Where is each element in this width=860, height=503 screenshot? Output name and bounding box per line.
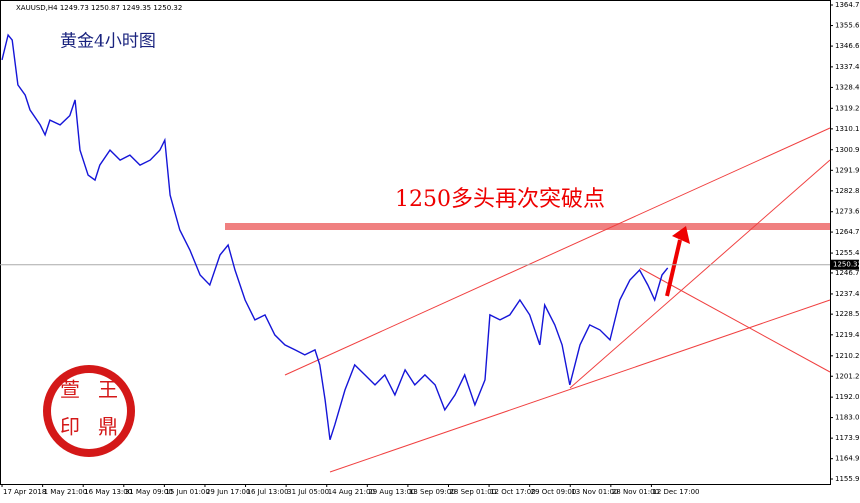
- seal-char: 王: [98, 378, 118, 402]
- x-tick-label: 15 Jun 01:00: [165, 488, 209, 496]
- x-tick-label: 16 May 13:00: [84, 488, 132, 496]
- x-tick-label: 12 Oct 17:00: [490, 488, 536, 496]
- y-tick-label: 1319.20: [835, 104, 860, 112]
- x-tick-label: 29 Jun 17:00: [206, 488, 250, 496]
- y-tick-label: 1246.70: [835, 269, 860, 277]
- y-tick-label: 1219.45: [835, 331, 860, 339]
- support-line: [569, 159, 831, 389]
- x-tick-label: 16 Jul 13:00: [247, 488, 289, 496]
- x-tick-label: 31 Jul 05:00: [287, 488, 329, 496]
- trend-lines: [284, 127, 831, 473]
- annotation: 1250多头再次突破点: [395, 187, 605, 212]
- arrow: [665, 239, 682, 297]
- seal-inner: [51, 373, 127, 449]
- x-tick-label: 29 Aug 13:00: [368, 488, 415, 496]
- y-tick-label: 1201.20: [835, 372, 860, 380]
- y-tick-label: 1346.60: [835, 42, 860, 50]
- x-tick-label: 12 Dec 17:00: [652, 488, 699, 496]
- plot-frame: [0, 0, 831, 485]
- y-tick-label: 1300.95: [835, 146, 860, 154]
- x-tick-label: 17 Apr 2018: [3, 488, 46, 496]
- seal-char: 萱: [60, 378, 80, 402]
- seal-char: 鼎: [98, 415, 118, 439]
- subtitle: 黄金4小时图: [60, 32, 156, 52]
- x-tick-label: 31 May 09:00: [125, 488, 173, 496]
- y-tick-label: 1355.65: [835, 22, 860, 30]
- x-tick-label: 14 Aug 21:00: [328, 488, 375, 496]
- arrow-head: [672, 226, 690, 244]
- y-tick-label: 1255.45: [835, 249, 860, 257]
- y-tick-label: 1282.85: [835, 187, 860, 195]
- y-tick-label: 1228.55: [835, 310, 860, 318]
- x-tick-label: 29 Oct 09:00: [531, 488, 577, 496]
- seal-char: 印: [60, 415, 80, 439]
- y-tick-label: 1173.95: [835, 434, 860, 442]
- y-tick-label: 1237.45: [835, 290, 860, 298]
- price-tag-label: 1250.32: [833, 261, 860, 269]
- y-tick-label: 1337.45: [835, 63, 860, 71]
- price-line-series: [1, 33, 669, 441]
- y-tick-label: 1164.90: [835, 455, 860, 463]
- channel-top: [284, 127, 831, 376]
- price-tag: [831, 259, 859, 270]
- y-tick-label: 1264.70: [835, 228, 860, 236]
- resistance-band: [225, 223, 830, 230]
- y-tick-label: 1210.20: [835, 352, 860, 360]
- y-tick-label: 1328.40: [835, 83, 860, 91]
- y-tick-label: 1183.00: [835, 414, 860, 422]
- y-tick-label: 1364.70: [835, 1, 860, 9]
- channel-bottom: [329, 299, 831, 473]
- y-tick-label: 1310.15: [835, 125, 860, 133]
- chart-title: XAUUSD,H4 1249.73 1250.87 1249.35 1250.3…: [16, 4, 182, 12]
- x-tick-label: 28 Nov 01:00: [612, 488, 659, 496]
- y-tick-label: 1155.95: [835, 475, 860, 483]
- x-tick-label: 28 Sep 01:00: [449, 488, 496, 496]
- fan-line: [639, 267, 831, 373]
- y-tick-label: 1291.90: [835, 166, 860, 174]
- seal: 萱 王 印 鼎: [43, 365, 135, 457]
- x-tick-label: 13 Sep 09:00: [409, 488, 456, 496]
- x-tick-label: 1 May 21:00: [44, 488, 88, 496]
- y-tick-label: 1192.00: [835, 393, 860, 401]
- y-tick-label: 1273.65: [835, 208, 860, 216]
- x-tick-label: 13 Nov 01:00: [571, 488, 618, 496]
